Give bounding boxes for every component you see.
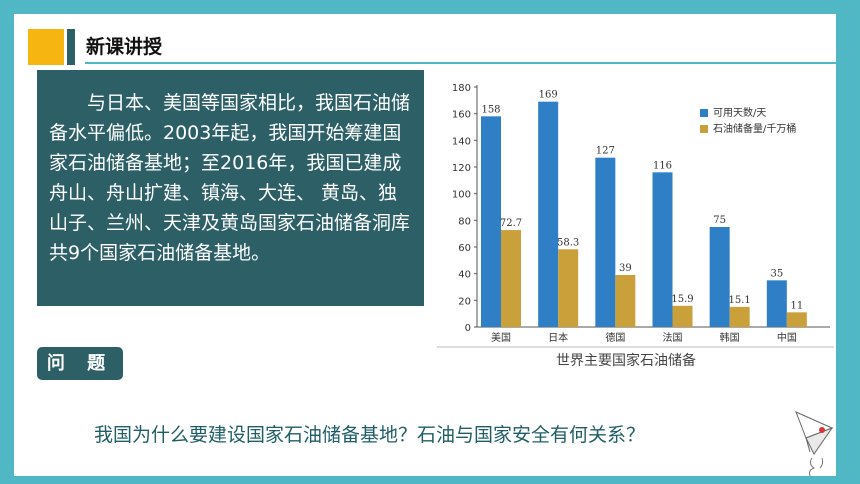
bar-days — [481, 116, 501, 327]
y-tick-label: 100 — [452, 190, 471, 201]
bar-value-label: 35 — [770, 268, 783, 279]
x-tick-label: 中国 — [777, 331, 797, 344]
slide-canvas: 新课讲授 与日本、美国等国家相比，我国石油储备水平偏低。2003年起，我国开始筹… — [14, 14, 836, 477]
header-accent-square — [28, 29, 64, 65]
y-tick-label: 140 — [452, 136, 471, 147]
y-tick-label: 80 — [458, 216, 471, 227]
question-label: 问 题 — [37, 347, 123, 380]
bar-reserve — [501, 230, 521, 327]
bar-days — [766, 280, 787, 327]
legend-label: 可用天数/天 — [713, 106, 766, 119]
y-tick-label: 180 — [452, 83, 471, 94]
bar-reserve — [729, 306, 750, 327]
bar-value-label: 169 — [539, 90, 558, 101]
bar-days — [595, 157, 616, 327]
chart-title: 世界主要国家石油储备 — [556, 353, 696, 369]
bar-reserve — [558, 249, 579, 327]
y-tick-label: 20 — [458, 296, 471, 307]
bar-value-label: 72.7 — [500, 218, 522, 229]
y-tick-label: 60 — [458, 243, 471, 254]
y-tick-label: 0 — [465, 323, 471, 334]
bar-value-label: 58.3 — [557, 237, 579, 248]
bar-reserve — [786, 312, 807, 327]
legend-label: 石油储备量/千万桶 — [713, 122, 796, 135]
corner-marker — [822, 16, 836, 32]
paper-plane-icon — [795, 411, 834, 477]
intro-text-box: 与日本、美国等国家相比，我国石油储备水平偏低。2003年起，我国开始筹建国家石油… — [37, 70, 424, 306]
bar-value-label: 15.1 — [729, 295, 751, 306]
question-text: 我国为什么要建设国家石油储备基地？石油与国家安全有何关系？ — [94, 424, 646, 446]
section-title: 新课讲授 — [86, 36, 163, 58]
y-tick-label: 160 — [452, 110, 471, 121]
bar-value-label: 158 — [481, 104, 500, 115]
bar-value-label: 39 — [619, 263, 632, 274]
x-tick-label: 德国 — [605, 331, 625, 344]
intro-paragraph: 与日本、美国等国家相比，我国石油储备水平偏低。2003年起，我国开始筹建国家石油… — [49, 92, 411, 264]
bar-value-label: 75 — [713, 215, 726, 226]
bar-value-label: 127 — [596, 146, 615, 157]
bar-value-label: 116 — [653, 160, 672, 171]
header-accent-bar — [67, 29, 75, 65]
x-tick-label: 韩国 — [720, 331, 740, 344]
x-tick-label: 法国 — [663, 331, 683, 344]
x-tick-label: 美国 — [491, 331, 511, 344]
bar-days — [538, 101, 559, 328]
bar-days — [652, 172, 673, 327]
legend-swatch — [700, 109, 708, 117]
bar-days — [709, 227, 730, 327]
bar-value-label: 11 — [790, 300, 803, 311]
y-tick-label: 40 — [458, 270, 471, 281]
x-tick-label: 日本 — [548, 331, 568, 344]
legend-swatch — [700, 125, 708, 133]
bar-value-label: 15.9 — [671, 294, 693, 305]
bar-reserve — [672, 305, 693, 327]
y-tick-label: 120 — [452, 163, 471, 174]
bar-reserve — [615, 275, 636, 327]
header-divider — [85, 62, 836, 64]
